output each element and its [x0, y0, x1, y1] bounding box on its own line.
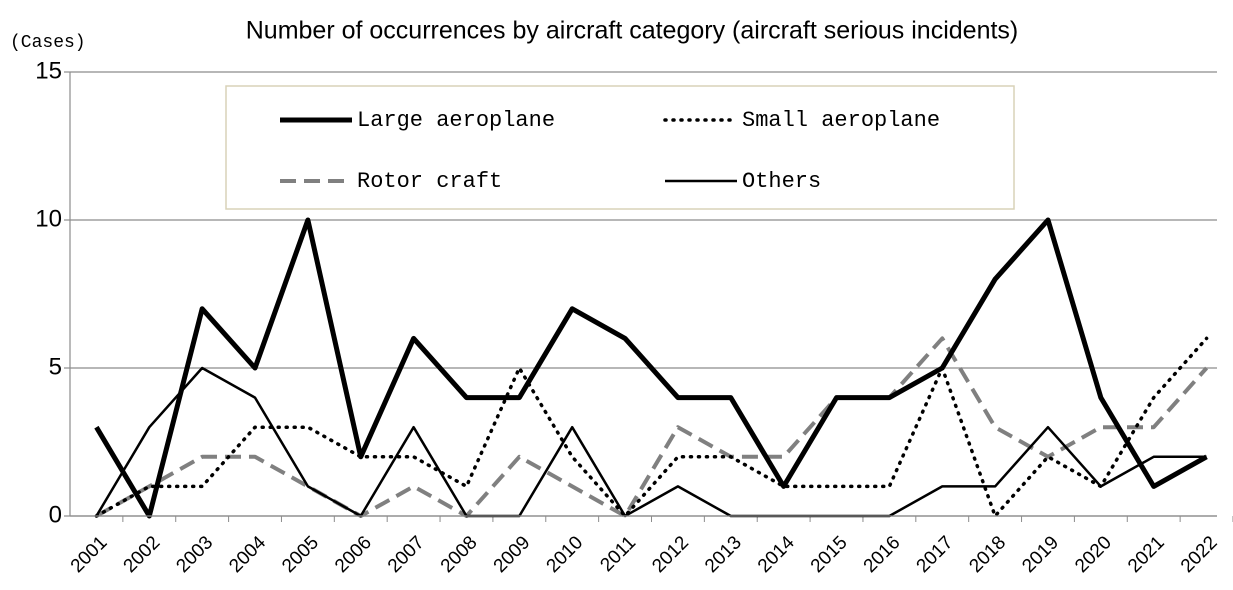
x-tick-label: 2007: [384, 532, 429, 577]
x-tick-label: 2009: [490, 532, 535, 577]
series-line: [94, 217, 1208, 519]
x-tick-label: 2020: [1071, 532, 1116, 577]
x-tick-label: 2011: [596, 532, 640, 576]
x-tick-label: 2004: [225, 532, 270, 577]
x-tick-label: 2002: [120, 532, 165, 577]
x-tick-label: 2005: [278, 532, 323, 577]
x-tick-label: 2018: [965, 532, 1010, 577]
x-tick-label: 2019: [1018, 532, 1063, 577]
x-tick-label: 2014: [754, 532, 799, 577]
x-tick-label: 2001: [67, 532, 112, 577]
y-tick-label: 15: [35, 57, 62, 84]
legend-label: Small aeroplane: [742, 108, 940, 133]
y-tick-label: 0: [49, 501, 62, 528]
x-tick-label: 2006: [331, 532, 376, 577]
x-tick-label: 2015: [807, 532, 852, 577]
chart-title: Number of occurrences by aircraft catego…: [246, 17, 1019, 45]
legend-box: [225, 85, 1015, 210]
x-tick-label: 2022: [1177, 532, 1222, 577]
x-tick-label: 2008: [437, 532, 482, 577]
series-line: [95, 336, 1209, 518]
x-tick-label: 2016: [860, 532, 905, 577]
x-tick-label: 2010: [543, 532, 588, 577]
y-tick-label: 10: [35, 205, 62, 232]
x-tick-label: 2012: [648, 532, 693, 577]
legend-label: Others: [742, 169, 821, 194]
series-line: [95, 366, 1207, 518]
legend-label: Rotor craft: [357, 169, 502, 194]
x-tick-label: 2003: [172, 532, 217, 577]
x-tick-label: 2017: [913, 532, 958, 577]
x-tick-label: 2013: [701, 532, 746, 577]
y-tick-label: 5: [49, 353, 62, 380]
legend-label: Large aeroplane: [357, 108, 555, 133]
y-axis-label: (Cases): [10, 33, 86, 53]
x-tick-label: 2021: [1124, 532, 1169, 577]
